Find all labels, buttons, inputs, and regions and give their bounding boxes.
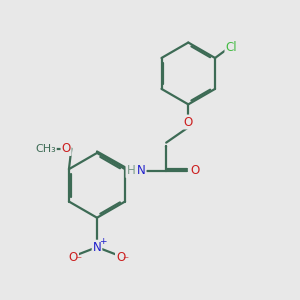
Text: Cl: Cl [225, 41, 237, 54]
Text: +: + [99, 237, 106, 246]
Text: O: O [190, 164, 200, 177]
Text: N: N [93, 241, 101, 254]
Text: ⁻: ⁻ [75, 254, 82, 267]
Text: ⁻: ⁻ [122, 254, 129, 267]
Text: O: O [116, 251, 125, 264]
Text: O: O [184, 116, 193, 128]
Text: O: O [61, 142, 71, 155]
Text: H: H [127, 164, 135, 177]
Text: CH₃: CH₃ [35, 143, 56, 154]
Text: N: N [137, 164, 146, 177]
Text: O: O [69, 251, 78, 264]
